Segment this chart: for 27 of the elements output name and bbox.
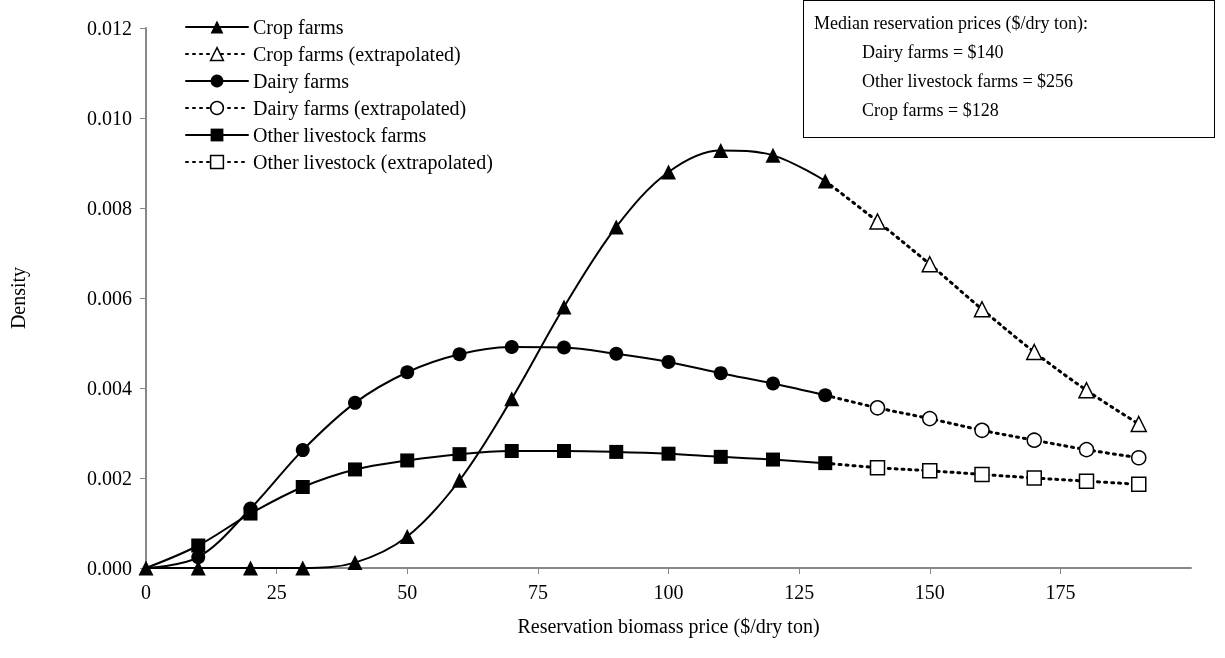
legend-label: Other livestock (extrapolated) [253, 151, 493, 174]
annotation: Other livestock farms = $256 [861, 70, 1075, 93]
x-tick-label: 150 [914, 581, 945, 603]
y-tick-label: 0.008 [87, 197, 132, 219]
legend-label: Crop farms [253, 16, 344, 39]
legend-label: Dairy farms (extrapolated) [253, 97, 467, 120]
x-tick-label: 75 [527, 581, 548, 603]
annotation: Crop farms = $128 [861, 99, 1000, 122]
y-tick-label: 0.004 [87, 377, 132, 399]
x-tick-label: 50 [397, 581, 418, 603]
annotation: Median reservation prices ($/dry ton): [814, 12, 1089, 35]
y-tick-label: 0.000 [87, 557, 132, 579]
x-tick-label: 25 [266, 581, 287, 603]
y-tick-label: 0.006 [87, 287, 132, 309]
legend-label: Dairy farms [253, 70, 350, 93]
y-tick-label: 0.012 [87, 17, 132, 39]
y-tick-label: 0.002 [87, 467, 132, 489]
legend-label: Crop farms (extrapolated) [253, 43, 461, 66]
x-tick-label: 100 [653, 581, 684, 603]
legend-label: Other livestock farms [253, 124, 427, 146]
y-tick-label: 0.010 [87, 107, 132, 129]
x-tick-label: 175 [1045, 581, 1076, 603]
x-axis-title: Reservation biomass price ($/dry ton) [517, 615, 820, 638]
x-tick-label: 125 [784, 581, 815, 603]
x-tick-label: 0 [141, 581, 151, 603]
y-axis-title: Density [7, 266, 30, 330]
annotation: Dairy farms = $140 [861, 41, 1005, 64]
